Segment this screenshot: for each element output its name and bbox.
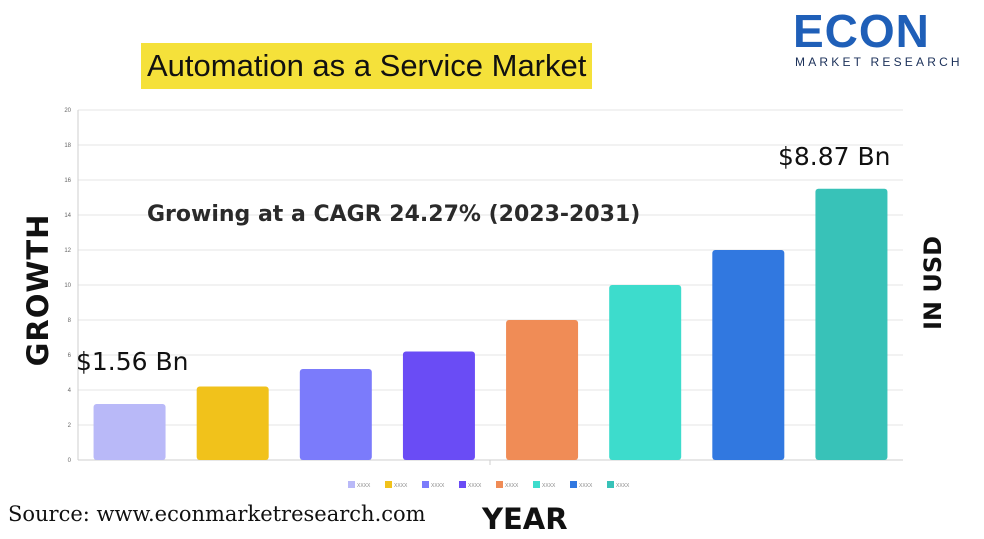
legend-label: XXXX [542,483,556,489]
y-tick-label: 12 [64,248,71,254]
y-tick-label: 14 [64,213,71,219]
y-tick-label: 2 [68,423,72,429]
logo-wordmark: ECON [793,5,930,57]
value-annotation-start: $1.56 Bn [76,347,189,376]
legend-swatch [570,481,577,488]
y-tick-label: 0 [68,458,72,464]
legend-label: XXXX [394,483,408,489]
legend-label: XXXX [468,483,482,489]
legend-label: XXXX [579,483,593,489]
chart-subtitle: Growing at a CAGR 24.27% (2023-2031) [147,202,640,227]
logo-tagline: MARKET RESEARCH [795,55,963,69]
bar [93,404,166,460]
bar [815,188,888,460]
y-tick-label: 6 [68,353,72,359]
legend-swatch [422,481,429,488]
legend-label: XXXX [431,483,445,489]
legend-swatch [348,481,355,488]
legend-label: XXXX [357,483,371,489]
legend-swatch [607,481,614,488]
y-tick-label: 8 [68,318,72,324]
legend-label: XXXX [505,483,519,489]
y-tick-label: 20 [64,108,71,114]
legend-swatch [496,481,503,488]
chart-title: Automation as a Service Market [141,43,593,89]
econ-logo: ECON MARKET RESEARCH [793,6,973,74]
legend-swatch [533,481,540,488]
source-note: Source: www.econmarketresearch.com [8,502,426,526]
legend-swatch [385,481,392,488]
y-tick-label: 16 [64,178,71,184]
y-tick-label: 10 [64,283,71,289]
y-tick-label: 4 [68,388,72,394]
x-axis-label: YEAR [482,502,568,536]
bar [402,351,475,460]
bar [609,285,682,460]
bar [712,250,785,460]
legend-swatch [459,481,466,488]
value-annotation-end: $8.87 Bn [778,142,891,171]
bar [506,320,579,460]
y-tick-label: 18 [64,143,71,149]
legend-label: XXXX [616,483,630,489]
bar [196,386,269,460]
bar [299,369,372,460]
